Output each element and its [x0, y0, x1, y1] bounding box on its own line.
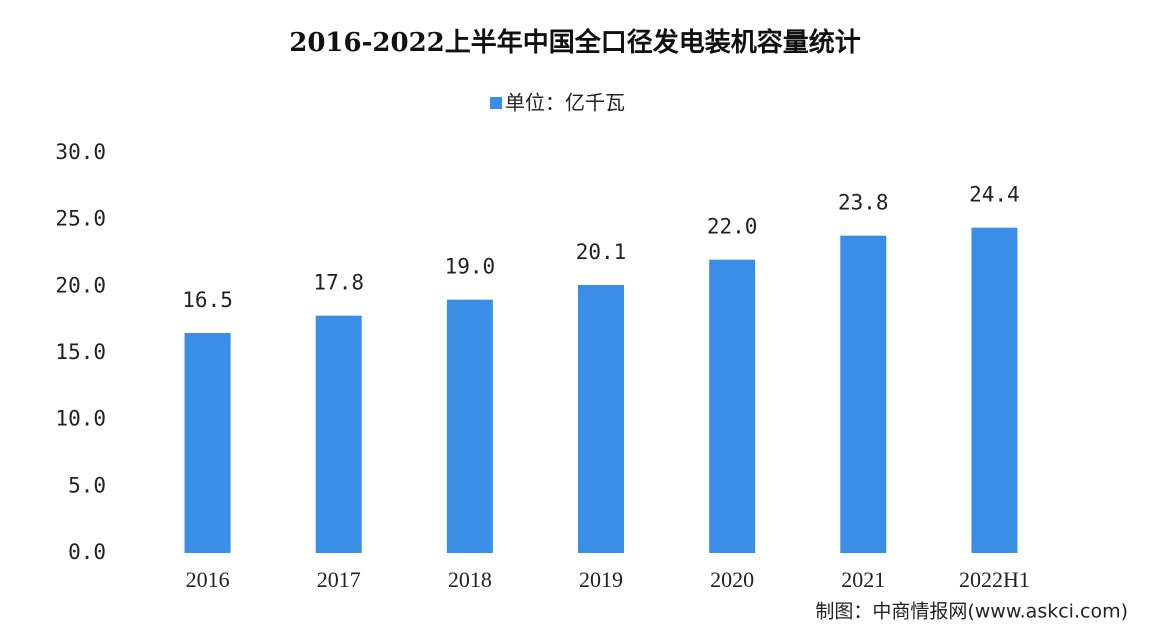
bar: [971, 227, 1018, 553]
x-tick-label: 2017: [317, 567, 361, 592]
bar: [315, 315, 362, 553]
x-tick-label: 2019: [579, 567, 623, 592]
y-tick-label: 30.0: [55, 140, 106, 164]
y-tick-label: 25.0: [55, 207, 106, 231]
y-tick-label: 10.0: [55, 407, 106, 431]
bar: [184, 333, 231, 553]
x-tick-label: 2020: [710, 567, 754, 592]
bar: [840, 235, 887, 553]
y-tick-label: 0.0: [68, 540, 106, 564]
value-label: 23.8: [838, 191, 889, 215]
y-tick-label: 20.0: [55, 273, 106, 297]
bar: [578, 285, 624, 553]
bar: [709, 259, 756, 553]
x-tick-label: 2021: [841, 567, 885, 592]
value-label: 19.0: [445, 255, 496, 279]
x-tick-label: 2018: [448, 567, 492, 592]
value-label: 20.1: [576, 240, 627, 264]
source-note: 制图：中商情报网(www.askci.com): [815, 601, 1128, 623]
legend-label: 单位：亿千瓦: [505, 91, 625, 115]
x-tick-label: 2022H1: [959, 567, 1030, 592]
y-tick-label: 5.0: [68, 473, 106, 497]
value-label: 16.5: [182, 288, 233, 312]
bar: [446, 299, 493, 553]
value-label: 24.4: [969, 183, 1020, 207]
value-label: 22.0: [707, 215, 758, 239]
x-tick-label: 2016: [186, 567, 230, 592]
chart-title: 2016-2022上半年中国全口径发电装机容量统计: [289, 27, 861, 58]
value-label: 17.8: [313, 271, 364, 295]
legend-swatch: [490, 97, 502, 109]
y-tick-label: 15.0: [55, 340, 106, 364]
